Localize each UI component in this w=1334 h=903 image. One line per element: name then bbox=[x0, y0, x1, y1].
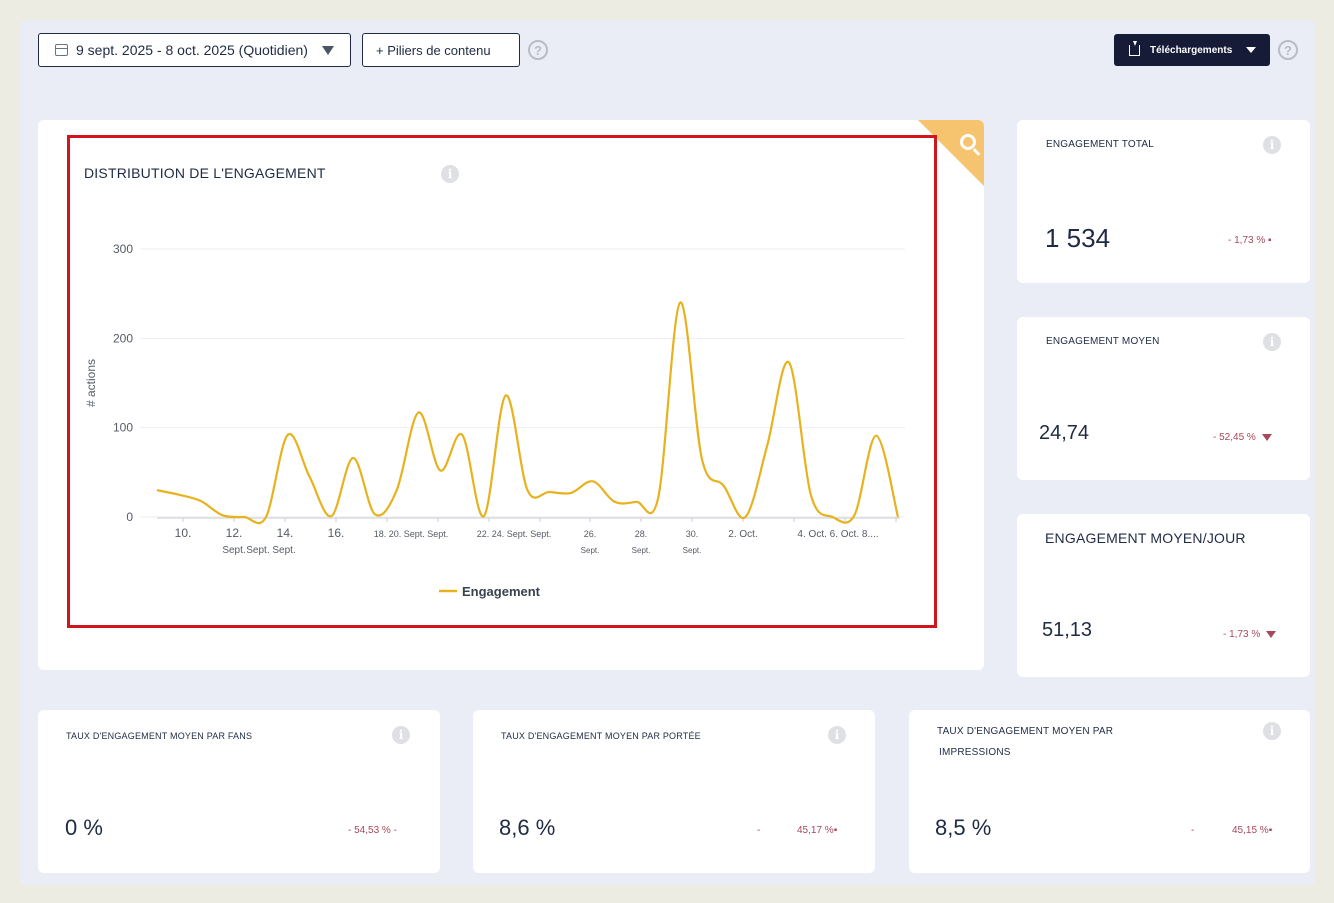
info-icon[interactable]: i bbox=[392, 726, 410, 744]
kpi-delta: - 52,45 % bbox=[1213, 432, 1256, 443]
y-tick-label: 200 bbox=[113, 331, 133, 345]
kpi-card-engagement-total: ENGAGEMENT TOTAL i 1 534 - 1,73 % ▪ bbox=[1017, 120, 1310, 283]
kpi-delta-sign: - bbox=[1191, 825, 1195, 836]
kpi-card-taux-fans: TAUX D'ENGAGEMENT MOYEN PAR FANS i 0 % -… bbox=[38, 710, 440, 873]
help-icon[interactable]: ? bbox=[528, 40, 548, 60]
x-tick-label: 4. Oct. 6. Oct. 8.... bbox=[797, 529, 878, 540]
legend-label: Engagement bbox=[462, 584, 541, 599]
info-icon[interactable]: i bbox=[828, 726, 846, 744]
kpi-label: ENGAGEMENT MOYEN/JOUR bbox=[1045, 530, 1246, 546]
kpi-value: 0 % bbox=[65, 815, 103, 840]
chevron-down-icon bbox=[322, 46, 334, 55]
kpi-card-engagement-moyen: ENGAGEMENT MOYEN i 24,74 - 52,45 % bbox=[1017, 317, 1310, 480]
engagement-distribution-card bbox=[38, 120, 984, 670]
y-tick-label: 0 bbox=[126, 510, 133, 524]
info-icon[interactable]: i bbox=[1263, 722, 1281, 740]
search-icon[interactable] bbox=[960, 134, 976, 150]
y-axis-label: # actions bbox=[84, 359, 98, 407]
series-line-engagement bbox=[156, 301, 900, 525]
kpi-value: 8,6 % bbox=[499, 815, 556, 840]
x-tick-label: 26. bbox=[584, 529, 597, 539]
info-icon[interactable]: i bbox=[1263, 333, 1281, 351]
kpi-value: 1 534 bbox=[1045, 223, 1111, 253]
x-tick-sublabel: Sept. bbox=[632, 546, 651, 555]
x-tick-label: 10. bbox=[175, 526, 192, 540]
kpi-value: 24,74 bbox=[1039, 422, 1090, 444]
kpi-delta: 45,15 %▪ bbox=[1232, 825, 1273, 836]
info-icon[interactable]: i bbox=[1263, 136, 1281, 154]
kpi-label: TAUX D'ENGAGEMENT MOYEN PAR FANS bbox=[66, 731, 253, 741]
piliers-label: + Piliers de contenu bbox=[376, 42, 491, 58]
x-tick-label: 16. bbox=[328, 526, 345, 540]
y-tick-label: 100 bbox=[113, 421, 133, 435]
x-tick-label: 14. bbox=[277, 526, 294, 540]
highlight-box bbox=[67, 135, 937, 628]
x-tick-sublabel: Sept. bbox=[683, 546, 702, 555]
kpi-card-taux-portee: TAUX D'ENGAGEMENT MOYEN PAR PORTÉE i 8,6… bbox=[473, 710, 875, 873]
calendar-icon bbox=[55, 44, 68, 56]
kpi-label: TAUX D'ENGAGEMENT MOYEN PAR PORTÉE bbox=[501, 731, 701, 741]
kpi-label: ENGAGEMENT MOYEN bbox=[1046, 336, 1160, 347]
download-icon bbox=[1129, 40, 1140, 56]
x-tick-sublabel: Sept. Sept. bbox=[246, 545, 295, 556]
kpi-label: IMPRESSIONS bbox=[939, 747, 1011, 758]
date-range-label: 9 sept. 2025 - 8 oct. 2025 (Quotidien) bbox=[76, 42, 308, 58]
x-tick-label: 22. 24. Sept. Sept. bbox=[477, 529, 552, 539]
down-arrow-icon bbox=[1261, 433, 1272, 441]
downloads-label: Téléchargements bbox=[1150, 44, 1233, 56]
x-tick-label: 30. bbox=[686, 529, 699, 539]
x-tick-sublabel: Sept. bbox=[222, 545, 245, 556]
zoom-corner[interactable] bbox=[918, 120, 984, 186]
x-tick-sublabel: Sept. bbox=[581, 546, 600, 555]
x-tick-label: 18. 20. Sept. Sept. bbox=[374, 529, 449, 539]
downloads-button[interactable]: Téléchargements bbox=[1114, 34, 1270, 66]
help-icon[interactable]: ? bbox=[1278, 40, 1298, 60]
kpi-value: 8,5 % bbox=[935, 815, 992, 840]
kpi-delta: - 1,73 % ▪ bbox=[1228, 235, 1272, 246]
kpi-card-taux-impressions: TAUX D'ENGAGEMENT MOYEN PAR IMPRESSIONS … bbox=[909, 710, 1310, 873]
info-icon[interactable]: i bbox=[441, 165, 459, 183]
x-tick-label: 28. bbox=[635, 529, 648, 539]
x-tick-label: 2. Oct. bbox=[728, 529, 757, 540]
x-tick-label: 12. bbox=[226, 526, 243, 540]
chevron-down-icon[interactable] bbox=[1246, 47, 1256, 53]
kpi-delta: 45,17 %▪ bbox=[797, 825, 838, 836]
chart-title: DISTRIBUTION DE L'ENGAGEMENT bbox=[84, 165, 326, 181]
kpi-delta: - 54,53 % - bbox=[348, 825, 397, 836]
kpi-card-engagement-moyen-jour: ENGAGEMENT MOYEN/JOUR 51,13 - 1,73 % bbox=[1017, 514, 1310, 677]
kpi-value: 51,13 bbox=[1042, 619, 1093, 641]
kpi-label: ENGAGEMENT TOTAL bbox=[1046, 139, 1155, 150]
kpi-delta-sign: - bbox=[757, 825, 761, 836]
kpi-delta: - 1,73 % bbox=[1223, 629, 1261, 640]
kpi-label: TAUX D'ENGAGEMENT MOYEN PAR bbox=[937, 726, 1114, 737]
down-arrow-icon bbox=[1266, 630, 1277, 638]
piliers-de-contenu-button[interactable]: + Piliers de contenu bbox=[362, 33, 520, 67]
date-range-picker[interactable]: 9 sept. 2025 - 8 oct. 2025 (Quotidien) bbox=[38, 33, 351, 67]
y-tick-label: 300 bbox=[113, 242, 133, 256]
